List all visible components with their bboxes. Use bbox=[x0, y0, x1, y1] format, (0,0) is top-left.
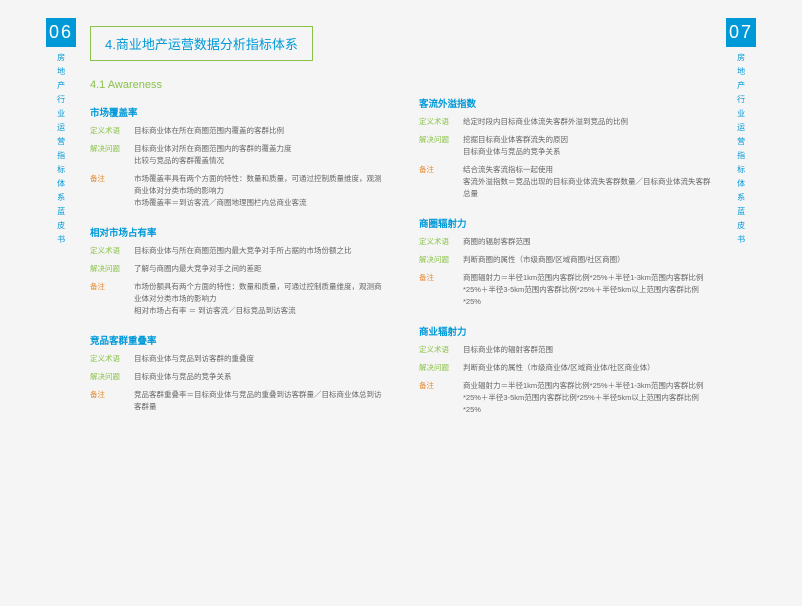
metric-row-def: 定义术语商圈的辐射客群范围 bbox=[419, 236, 712, 248]
section-title: 4.商业地产运营数据分析指标体系 bbox=[90, 26, 313, 61]
metric-row-def: 定义术语目标商业体在所在商圈范围内覆盖的客群比例 bbox=[90, 125, 383, 137]
page-spread: 4.商业地产运营数据分析指标体系 4.1 Awareness 市场覆盖率定义术语… bbox=[90, 26, 712, 586]
metric-title: 市场覆盖率 bbox=[90, 105, 383, 119]
metric-block: 相对市场占有率定义术语目标商业体与所在商圈范围内最大竞争对手所占据的市场份额之比… bbox=[90, 225, 383, 317]
row-value: 商圈的辐射客群范围 bbox=[463, 236, 712, 248]
metric-block: 客流外溢指数定义术语给定时段内目标商业体流失客群外溢到竞品的比例解决问题挖掘目标… bbox=[419, 96, 712, 200]
metric-row-solve: 解决问题判断商业体的属性（市级商业体/区域商业体/社区商业体） bbox=[419, 362, 712, 374]
left-page-number: 06 bbox=[46, 18, 76, 47]
metric-row-solve: 解决问题目标商业体与竞品的竞争关系 bbox=[90, 371, 383, 383]
metric-row-note: 备注市场覆盖率具有两个方面的特性：数量和质量，可通过控制质量维度，观测商业体对分… bbox=[90, 173, 383, 209]
row-label: 定义术语 bbox=[90, 245, 124, 257]
row-value: 市场覆盖率具有两个方面的特性：数量和质量，可通过控制质量维度，观测商业体对分类市… bbox=[134, 173, 383, 209]
metric-title: 客流外溢指数 bbox=[419, 96, 712, 110]
metric-row-def: 定义术语目标商业体的辐射客群范围 bbox=[419, 344, 712, 356]
row-label: 备注 bbox=[419, 164, 453, 200]
metric-block: 商业辐射力定义术语目标商业体的辐射客群范围解决问题判断商业体的属性（市级商业体/… bbox=[419, 324, 712, 416]
row-label: 解决问题 bbox=[419, 362, 453, 374]
metric-row-solve: 解决问题目标商业体对所在商圈范围内的客群的覆盖力度比较与竞品的客群覆盖情况 bbox=[90, 143, 383, 167]
metric-title: 相对市场占有率 bbox=[90, 225, 383, 239]
row-value: 给定时段内目标商业体流失客群外溢到竞品的比例 bbox=[463, 116, 712, 128]
metric-title: 竞品客群重叠率 bbox=[90, 333, 383, 347]
metric-row-note: 备注市场份额具有两个方面的特性：数量和质量，可通过控制质量维度，观测商业体对分类… bbox=[90, 281, 383, 317]
row-label: 备注 bbox=[90, 389, 124, 413]
row-label: 定义术语 bbox=[419, 344, 453, 356]
right-column: 客流外溢指数定义术语给定时段内目标商业体流失客群外溢到竞品的比例解决问题挖掘目标… bbox=[419, 26, 712, 586]
row-value: 商圈辐射力＝半径1km范围内客群比例*25%＋半径1-3km范围内客群比例*25… bbox=[463, 272, 712, 308]
row-label: 解决问题 bbox=[90, 263, 124, 275]
row-value: 市场份额具有两个方面的特性：数量和质量，可通过控制质量维度，观测商业体对分类市场… bbox=[134, 281, 383, 317]
metric-row-solve: 解决问题了解与商圈内最大竞争对手之间的差距 bbox=[90, 263, 383, 275]
metric-row-note: 备注结合流失客流指标一起使用客流外溢指数＝竞品出现的目标商业体流失客群数量／目标… bbox=[419, 164, 712, 200]
row-label: 定义术语 bbox=[90, 125, 124, 137]
left-vertical-label: 房地产行业运营指标体系蓝皮书 bbox=[55, 53, 66, 249]
metric-block: 市场覆盖率定义术语目标商业体在所在商圈范围内覆盖的客群比例解决问题目标商业体对所… bbox=[90, 105, 383, 209]
row-value: 目标商业体在所在商圈范围内覆盖的客群比例 bbox=[134, 125, 383, 137]
subsection-heading: 4.1 Awareness bbox=[90, 79, 383, 91]
row-value: 判断商圈的属性（市级商圈/区域商圈/社区商圈） bbox=[463, 254, 712, 266]
row-label: 定义术语 bbox=[90, 353, 124, 365]
row-label: 备注 bbox=[90, 281, 124, 317]
metric-row-solve: 解决问题判断商圈的属性（市级商圈/区域商圈/社区商圈） bbox=[419, 254, 712, 266]
row-value: 目标商业体对所在商圈范围内的客群的覆盖力度比较与竞品的客群覆盖情况 bbox=[134, 143, 383, 167]
row-value: 竞品客群重叠率＝目标商业体与竞品的重叠到访客群量／目标商业体总到访客群量 bbox=[134, 389, 383, 413]
right-page-number: 07 bbox=[726, 18, 756, 47]
metric-row-note: 备注竞品客群重叠率＝目标商业体与竞品的重叠到访客群量／目标商业体总到访客群量 bbox=[90, 389, 383, 413]
row-value: 挖掘目标商业体客群流失的原因目标商业体与竞品的竞争关系 bbox=[463, 134, 712, 158]
row-label: 备注 bbox=[419, 272, 453, 308]
row-value: 目标商业体与所在商圈范围内最大竞争对手所占据的市场份额之比 bbox=[134, 245, 383, 257]
row-label: 解决问题 bbox=[419, 254, 453, 266]
row-label: 解决问题 bbox=[90, 371, 124, 383]
metric-row-note: 备注商业辐射力＝半径1km范围内客群比例*25%＋半径1-3km范围内客群比例*… bbox=[419, 380, 712, 416]
right-vertical-label: 房地产行业运营指标体系蓝皮书 bbox=[735, 53, 746, 249]
row-label: 定义术语 bbox=[419, 116, 453, 128]
row-label: 解决问题 bbox=[419, 134, 453, 158]
row-value: 了解与商圈内最大竞争对手之间的差距 bbox=[134, 263, 383, 275]
metric-title: 商圈辐射力 bbox=[419, 216, 712, 230]
metric-block: 竞品客群重叠率定义术语目标商业体与竞品到访客群的重叠度解决问题目标商业体与竞品的… bbox=[90, 333, 383, 413]
row-label: 备注 bbox=[419, 380, 453, 416]
row-label: 解决问题 bbox=[90, 143, 124, 167]
left-column: 4.商业地产运营数据分析指标体系 4.1 Awareness 市场覆盖率定义术语… bbox=[90, 26, 383, 586]
metric-row-def: 定义术语目标商业体与所在商圈范围内最大竞争对手所占据的市场份额之比 bbox=[90, 245, 383, 257]
row-value: 目标商业体与竞品的竞争关系 bbox=[134, 371, 383, 383]
row-label: 备注 bbox=[90, 173, 124, 209]
metric-row-note: 备注商圈辐射力＝半径1km范围内客群比例*25%＋半径1-3km范围内客群比例*… bbox=[419, 272, 712, 308]
row-value: 判断商业体的属性（市级商业体/区域商业体/社区商业体） bbox=[463, 362, 712, 374]
metric-row-def: 定义术语目标商业体与竞品到访客群的重叠度 bbox=[90, 353, 383, 365]
row-label: 定义术语 bbox=[419, 236, 453, 248]
row-value: 目标商业体的辐射客群范围 bbox=[463, 344, 712, 356]
metric-row-solve: 解决问题挖掘目标商业体客群流失的原因目标商业体与竞品的竞争关系 bbox=[419, 134, 712, 158]
row-value: 商业辐射力＝半径1km范围内客群比例*25%＋半径1-3km范围内客群比例*25… bbox=[463, 380, 712, 416]
row-value: 结合流失客流指标一起使用客流外溢指数＝竞品出现的目标商业体流失客群数量／目标商业… bbox=[463, 164, 712, 200]
row-value: 目标商业体与竞品到访客群的重叠度 bbox=[134, 353, 383, 365]
metric-row-def: 定义术语给定时段内目标商业体流失客群外溢到竞品的比例 bbox=[419, 116, 712, 128]
metric-title: 商业辐射力 bbox=[419, 324, 712, 338]
metric-block: 商圈辐射力定义术语商圈的辐射客群范围解决问题判断商圈的属性（市级商圈/区域商圈/… bbox=[419, 216, 712, 308]
left-page-tab: 06 房地产行业运营指标体系蓝皮书 bbox=[46, 18, 76, 249]
right-page-tab: 07 房地产行业运营指标体系蓝皮书 bbox=[726, 18, 756, 249]
